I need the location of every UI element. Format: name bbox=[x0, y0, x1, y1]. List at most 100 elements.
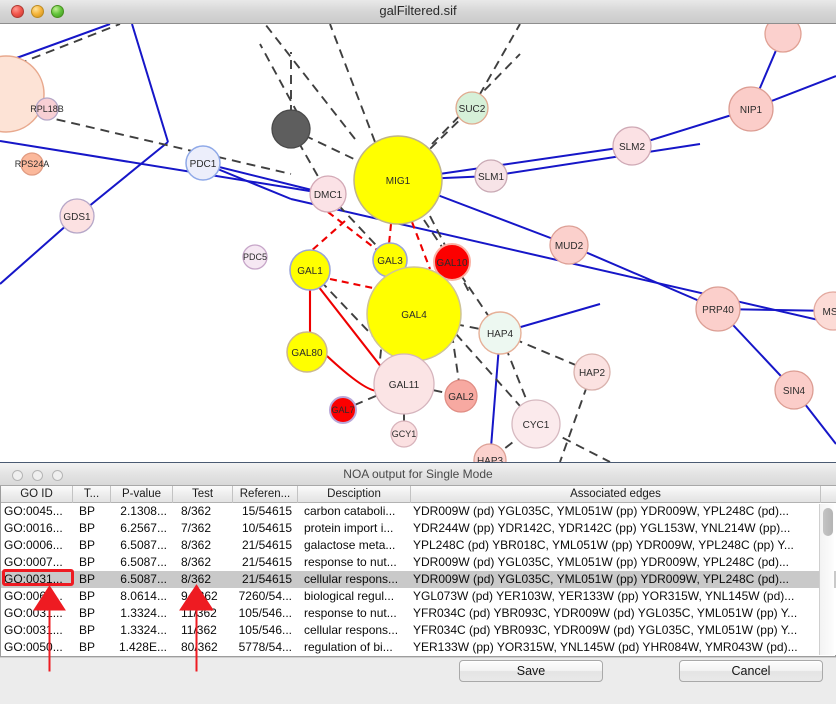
node-label-GAL10: GAL10 bbox=[436, 258, 468, 269]
node-label-SLM2: SLM2 bbox=[619, 142, 646, 153]
cell-desc: regulation of bi... bbox=[304, 640, 393, 654]
node-label-GCY1: GCY1 bbox=[392, 429, 417, 439]
save-button[interactable]: Save bbox=[459, 660, 603, 682]
node-MIG1[interactable] bbox=[353, 135, 443, 225]
node-SUC2[interactable] bbox=[455, 91, 489, 125]
node-unlabeled-dark[interactable] bbox=[271, 109, 311, 149]
minimize-button[interactable] bbox=[31, 5, 44, 18]
noa-minimize-button[interactable] bbox=[32, 470, 43, 481]
node-HAP3[interactable] bbox=[473, 443, 507, 462]
node-label-MIG1: MIG1 bbox=[386, 176, 411, 187]
column-header-ref[interactable]: Referen... bbox=[233, 486, 298, 503]
node-PDC5[interactable] bbox=[242, 244, 268, 270]
node-SLM2[interactable] bbox=[612, 126, 652, 166]
cancel-button[interactable]: Cancel bbox=[679, 660, 823, 682]
column-header-go_id[interactable]: GO ID bbox=[1, 486, 73, 503]
table-header-row[interactable]: GO ID T... P-value Test Referen... Desciption… bbox=[1, 486, 836, 503]
cell-desc: biological regul... bbox=[304, 589, 395, 603]
scrollbar-thumb[interactable] bbox=[823, 508, 833, 536]
node-RPS24A[interactable] bbox=[20, 152, 44, 176]
noa-titlebar[interactable]: NOA output for Single Mode bbox=[0, 462, 836, 486]
table-row[interactable]: GO:0031... BP 1.3324... 11/362 105/546... cel… bbox=[1, 622, 836, 639]
column-header-pvalue[interactable]: P-value bbox=[111, 486, 173, 503]
edge-blue bbox=[76, 141, 169, 217]
node-label-HAP4: HAP4 bbox=[487, 329, 514, 340]
table-row[interactable]: GO:0031... BP 6.5087... 8/362 21/54615 cellul… bbox=[1, 571, 836, 588]
network-graph[interactable]: RPL18B RPS24A GDS1 PDC1 PDC5 DMC1 MIG1 S… bbox=[0, 24, 836, 462]
node-GAL2[interactable] bbox=[444, 379, 478, 413]
node-label-PDC1: PDC1 bbox=[190, 159, 217, 170]
node-label-SUC2: SUC2 bbox=[459, 104, 486, 115]
cell-go_id: GO:0045... bbox=[4, 504, 63, 518]
node-GAL11[interactable] bbox=[373, 353, 435, 415]
edge-red bbox=[326, 355, 381, 392]
cell-test: 7/362 bbox=[181, 521, 212, 535]
cell-test: 8/362 bbox=[181, 538, 212, 552]
node-PRP40[interactable] bbox=[695, 286, 741, 332]
node-GDS1[interactable] bbox=[59, 198, 95, 234]
node-label-GAL80: GAL80 bbox=[291, 348, 323, 359]
node-HAP2[interactable] bbox=[573, 353, 611, 391]
results-table[interactable]: GO ID T... P-value Test Referen... Desciption… bbox=[0, 486, 836, 656]
cell-edges: YDR009W (pd) YGL035C, YML051W (pp) YDR00… bbox=[413, 555, 789, 569]
node-GAL80[interactable] bbox=[286, 331, 328, 373]
window-controls[interactable] bbox=[11, 5, 64, 18]
node-GAL7[interactable] bbox=[329, 396, 357, 424]
noa-zoom-button[interactable] bbox=[52, 470, 63, 481]
node-HAP4[interactable] bbox=[478, 311, 522, 355]
close-button[interactable] bbox=[11, 5, 24, 18]
edge-blue bbox=[202, 162, 329, 195]
node-label-GDS1: GDS1 bbox=[63, 212, 91, 223]
cell-edges: YDR244W (pp) YDR142C, YDR142C (pp) YGL15… bbox=[413, 521, 791, 535]
cell-test: 8/362 bbox=[181, 572, 212, 586]
cell-type: BP bbox=[79, 521, 96, 535]
node-PDC1[interactable] bbox=[185, 145, 221, 181]
cell-type: BP bbox=[79, 538, 96, 552]
cell-pvalue: 8.0614... bbox=[120, 589, 167, 603]
vertical-scrollbar[interactable] bbox=[819, 504, 834, 655]
node-CYC1[interactable] bbox=[511, 399, 561, 449]
column-header-desc[interactable]: Desciption bbox=[298, 486, 411, 503]
node-MSN[interactable] bbox=[813, 291, 836, 331]
node-DMC1[interactable] bbox=[309, 175, 347, 213]
column-header-edges[interactable]: Associated edges bbox=[411, 486, 821, 503]
node-RPL18B[interactable] bbox=[35, 97, 59, 121]
zoom-button[interactable] bbox=[51, 5, 64, 18]
table-row[interactable]: GO:0065... BP 8.0614... 94/362 7260/54... bio… bbox=[1, 588, 836, 605]
window-titlebar[interactable]: galFiltered.sif bbox=[0, 0, 836, 24]
table-body[interactable]: GO:0045... BP 2.1308... 8/362 15/54615 carbon… bbox=[1, 503, 836, 655]
table-row[interactable]: GO:0050... BP 1.428E... 80/362 5778/54... reg… bbox=[1, 639, 836, 655]
noa-window-controls[interactable] bbox=[12, 470, 63, 481]
node-GCY1[interactable] bbox=[390, 420, 418, 448]
cell-edges: YDR009W (pd) YGL035C, YML051W (pp) YDR00… bbox=[413, 504, 789, 518]
network-window: galFiltered.sif bbox=[0, 0, 836, 462]
noa-close-button[interactable] bbox=[12, 470, 23, 481]
network-canvas[interactable]: RPL18B RPS24A GDS1 PDC1 PDC5 DMC1 MIG1 S… bbox=[0, 24, 836, 462]
column-header-test[interactable]: Test bbox=[173, 486, 233, 503]
cell-desc: cellular respons... bbox=[304, 572, 399, 586]
node-unlabeled-large[interactable] bbox=[0, 55, 45, 133]
node-NIP1[interactable] bbox=[728, 86, 774, 132]
table-row[interactable]: GO:0007... BP 6.5087... 8/362 21/54615 respon… bbox=[1, 554, 836, 571]
table-row[interactable]: GO:0006... BP 6.5087... 8/362 21/54615 galact… bbox=[1, 537, 836, 554]
table-row[interactable]: GO:0031... BP 1.3324... 11/362 105/546... res… bbox=[1, 605, 836, 622]
node-MUD2[interactable] bbox=[549, 225, 589, 265]
cell-type: BP bbox=[79, 589, 96, 603]
cell-desc: carbon cataboli... bbox=[304, 504, 396, 518]
cell-go_id: GO:0006... bbox=[4, 538, 63, 552]
node-label-PDC5: PDC5 bbox=[243, 252, 267, 262]
cell-type: BP bbox=[79, 572, 96, 586]
network-nodes[interactable]: RPL18B RPS24A GDS1 PDC1 PDC5 DMC1 MIG1 S… bbox=[0, 24, 836, 462]
node-SIN4[interactable] bbox=[774, 370, 814, 410]
column-header-type[interactable]: T... bbox=[73, 486, 111, 503]
cell-edges: YDR009W (pd) YGL035C, YML051W (pp) YDR00… bbox=[413, 572, 789, 586]
table-row[interactable]: GO:0045... BP 2.1308... 8/362 15/54615 carbon… bbox=[1, 503, 836, 520]
cell-edges: YFR034C (pd) YBR093C, YDR009W (pd) YGL03… bbox=[413, 606, 798, 620]
node-GAL1[interactable] bbox=[289, 249, 331, 291]
table-row[interactable]: GO:0016... BP 6.2567... 7/362 10/54615 protei… bbox=[1, 520, 836, 537]
node-label-NIP1: NIP1 bbox=[740, 105, 763, 116]
node-GAL10[interactable] bbox=[433, 243, 471, 281]
cell-edges: YPL248C (pd) YBR018C, YML051W (pp) YDR00… bbox=[413, 538, 794, 552]
node-SLM1[interactable] bbox=[474, 159, 508, 193]
node-unlabeled-top[interactable] bbox=[764, 24, 802, 53]
